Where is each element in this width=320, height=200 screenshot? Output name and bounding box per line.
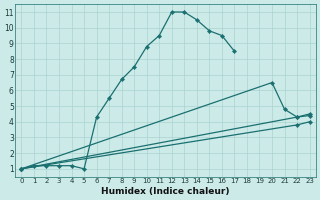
X-axis label: Humidex (Indice chaleur): Humidex (Indice chaleur) bbox=[101, 187, 230, 196]
